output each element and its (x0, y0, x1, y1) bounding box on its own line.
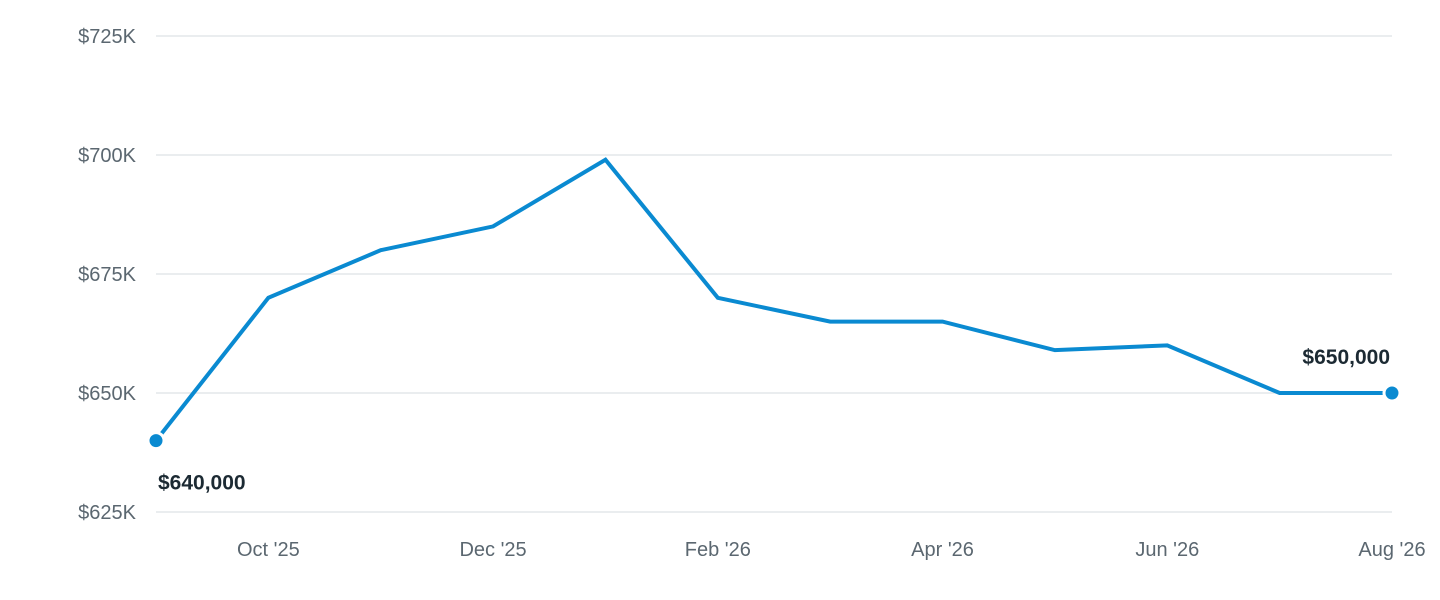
y-tick-label: $675K (78, 264, 136, 286)
x-tick-label: Feb '26 (685, 539, 751, 561)
x-tick-label: Oct '25 (237, 539, 300, 561)
x-tick-label: Jun '26 (1135, 539, 1199, 561)
endpoint-marker[interactable] (1382, 383, 1402, 403)
value-callout: $650,000 (1302, 346, 1390, 369)
x-tick-label: Aug '26 (1358, 539, 1425, 561)
gridlines (156, 35, 1392, 513)
series-layer (154, 157, 1392, 442)
x-tick-label: Dec '25 (459, 539, 526, 561)
y-tick-label: $625K (78, 502, 136, 524)
endpoint-marker[interactable] (146, 431, 166, 451)
y-tick-label: $725K (78, 26, 136, 48)
y-tick-label: $700K (78, 145, 136, 167)
series-line-0 (154, 157, 1392, 442)
value-callout: $640,000 (158, 472, 246, 495)
x-tick-label: Apr '26 (911, 539, 974, 561)
x-axis-ticks: Oct '25 Dec '25 Feb '26 Apr '26 Jun '26 Aug '… (237, 539, 1426, 561)
y-tick-label: $650K (78, 383, 136, 405)
y-axis-ticks: $625K $650K $675K $700K $725K (78, 26, 136, 524)
annotations: $640,000 $650,000 (146, 346, 1402, 495)
